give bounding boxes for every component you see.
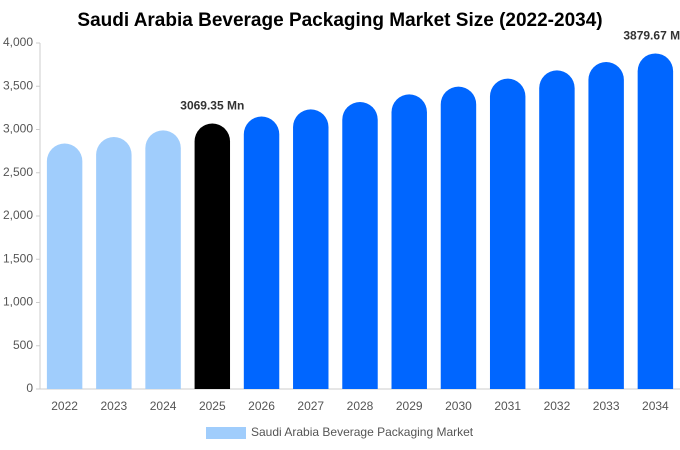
y-tick-label: 3,500 bbox=[3, 78, 33, 92]
y-tick-label: 2,000 bbox=[3, 208, 33, 222]
x-tick-label: 2033 bbox=[593, 399, 620, 413]
x-tick-label: 2028 bbox=[347, 399, 374, 413]
bar bbox=[194, 123, 231, 390]
bar bbox=[489, 78, 526, 389]
y-tick-label: 500 bbox=[13, 338, 33, 352]
bar bbox=[440, 86, 477, 389]
legend-label: Saudi Arabia Beverage Packaging Market bbox=[251, 425, 474, 439]
bar bbox=[145, 130, 181, 389]
bar bbox=[391, 94, 427, 390]
x-tick-label: 2026 bbox=[248, 399, 275, 413]
bar bbox=[539, 70, 575, 389]
x-tick-label: 2023 bbox=[100, 399, 127, 413]
y-tick-label: 4,000 bbox=[3, 35, 33, 49]
chart-title: Saudi Arabia Beverage Packaging Market S… bbox=[77, 10, 602, 31]
data-label: 3069.35 Mn bbox=[180, 99, 244, 113]
y-tick-label: 2,500 bbox=[3, 165, 33, 179]
x-tick-label: 2024 bbox=[150, 399, 177, 413]
x-tick-label: 2027 bbox=[297, 399, 324, 413]
bar bbox=[342, 101, 378, 390]
y-tick-label: 0 bbox=[26, 381, 33, 395]
y-tick-label: 3,000 bbox=[3, 122, 33, 136]
bar bbox=[588, 62, 624, 389]
bar bbox=[637, 53, 674, 390]
y-tick-label: 1,500 bbox=[3, 251, 33, 265]
x-tick-label: 2029 bbox=[396, 399, 423, 413]
x-tick-label: 2025 bbox=[199, 399, 226, 413]
bar bbox=[46, 143, 83, 389]
x-tick-label: 2032 bbox=[544, 399, 571, 413]
legend-swatch bbox=[206, 427, 246, 439]
bar bbox=[243, 116, 280, 390]
x-tick-label: 2034 bbox=[642, 399, 669, 413]
bar bbox=[293, 109, 329, 390]
x-tick-label: 2031 bbox=[494, 399, 521, 413]
x-tick-label: 2022 bbox=[51, 399, 78, 413]
y-tick-label: 1,000 bbox=[3, 295, 33, 309]
x-tick-label: 2030 bbox=[445, 399, 472, 413]
bar bbox=[96, 137, 132, 389]
data-label: 3879.67 Mn bbox=[623, 29, 680, 43]
